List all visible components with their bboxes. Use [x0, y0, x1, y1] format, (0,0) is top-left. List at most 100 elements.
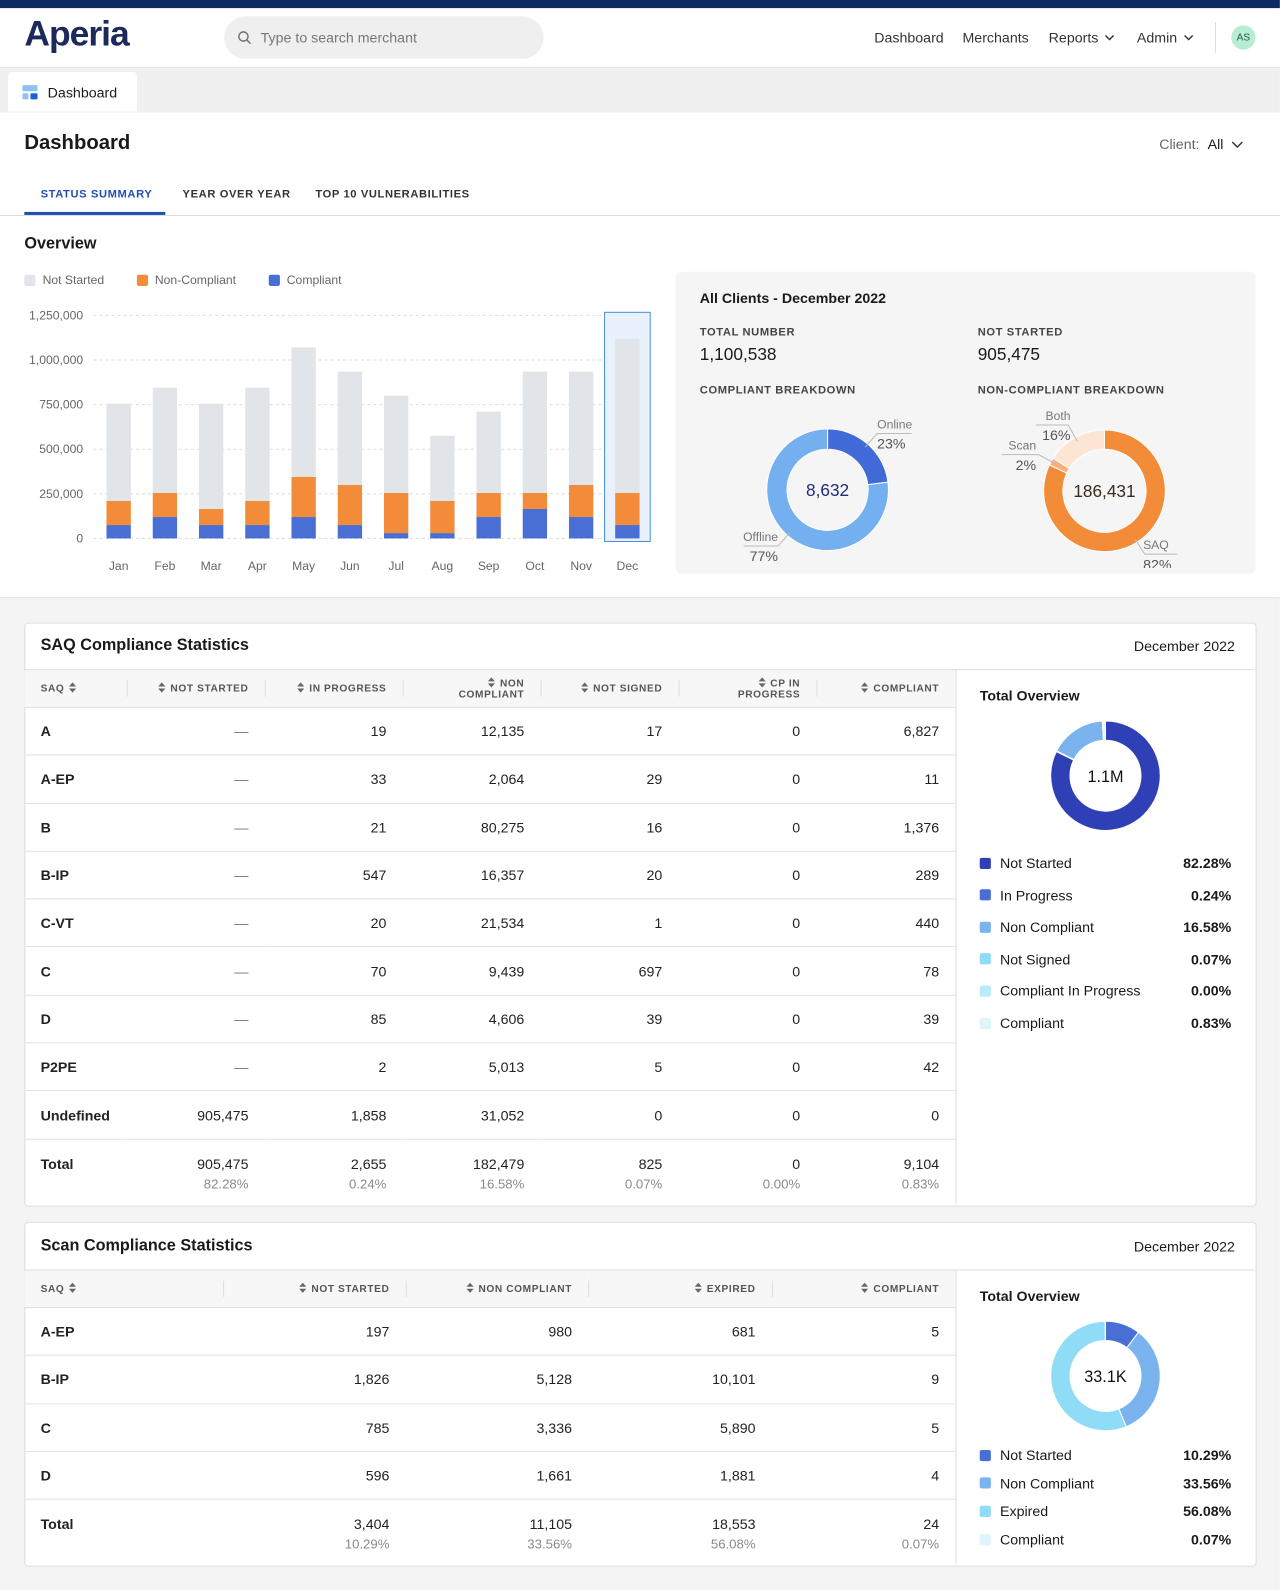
- sort-icon: [856, 682, 873, 694]
- page-tab[interactable]: TOP 10 VULNERABILITIES: [315, 188, 470, 201]
- column-header[interactable]: NOT STARTED: [126, 669, 265, 708]
- panel-title: Scan Compliance Statistics: [40, 1237, 253, 1255]
- table-cell: 31,052: [402, 1090, 541, 1140]
- brand-logo[interactable]: Aperia: [24, 14, 129, 54]
- table-cell: —: [126, 947, 265, 996]
- bar-segment: [337, 371, 363, 485]
- x-tick-label: May: [292, 559, 316, 573]
- slice-label: Both: [1046, 409, 1071, 423]
- table-cell: 596: [223, 1451, 406, 1500]
- table-row: C 785 3,336 5,890 5: [24, 1403, 956, 1452]
- column-header[interactable]: SAQ: [24, 669, 127, 708]
- page-tab[interactable]: YEAR OVER YEAR: [182, 188, 291, 201]
- table-cell: 697: [540, 947, 679, 996]
- column-header[interactable]: NON COMPLIANT: [405, 1269, 589, 1309]
- table-cell: —: [126, 1042, 265, 1092]
- legend-value: 0.83%: [1190, 1015, 1232, 1032]
- column-header[interactable]: NOT SIGNED: [540, 669, 679, 708]
- header-label: SAQ: [40, 683, 65, 695]
- y-tick-label: 1,000,000: [29, 353, 83, 367]
- page-tab[interactable]: STATUS SUMMARY: [40, 188, 153, 201]
- table-cell: 0: [816, 1090, 956, 1140]
- legend: Not Started Non-Compliant Compliant: [24, 272, 342, 287]
- legend-swatch: [979, 921, 991, 933]
- divider: [0, 214, 1280, 216]
- table-cell: 4: [771, 1451, 956, 1500]
- total-percent: 0.24%: [349, 1175, 387, 1192]
- donut-chart: Online 23% Offline 77% 8,632: [743, 417, 912, 565]
- bar-segment: [476, 411, 501, 493]
- donut-center: 1.1M: [1087, 768, 1123, 786]
- total-cell: 3,404 10.29%: [223, 1498, 406, 1567]
- legend-swatch: [979, 889, 991, 901]
- page-title: Dashboard: [24, 131, 131, 155]
- client-filter[interactable]: Client: All: [1159, 136, 1244, 152]
- legend-label: Compliant: [286, 272, 342, 287]
- legend-value: 0.24%: [1190, 886, 1232, 904]
- total-cell: 825 0.07%: [540, 1138, 679, 1206]
- donut-center: 8,632: [806, 480, 849, 500]
- total-cell: 905,475 82.28%: [126, 1138, 265, 1206]
- table-cell: 440: [816, 899, 956, 948]
- table-cell: —: [126, 995, 265, 1044]
- legend-value: 10.29%: [1183, 1446, 1232, 1464]
- column-header[interactable]: SAQ: [24, 1269, 224, 1309]
- table-head: SAQ NOT STARTED IN PROGRESS NON COMPLIANT NO…: [24, 669, 956, 708]
- slice-label: Offline: [743, 530, 778, 544]
- total-cell: 182,479 16.58%: [402, 1138, 541, 1206]
- column-header[interactable]: EXPIRED: [588, 1269, 772, 1309]
- donut-center: 186,431: [1073, 481, 1135, 501]
- leader-line: [1067, 424, 1078, 442]
- donut-chart: 33.1K: [1050, 1320, 1161, 1432]
- legend-row: Not Started 82.28%: [979, 855, 1231, 871]
- chart-title: NON-COMPLIANT BREAKDOWN: [977, 384, 1165, 397]
- data-table: SAQ NOT STARTED NON COMPLIANT EXPIRED COMPLI…: [24, 1269, 956, 1567]
- top-strip: [0, 0, 1280, 9]
- column-header[interactable]: NOT STARTED: [223, 1269, 406, 1309]
- nav-dropdown[interactable]: Admin: [1137, 29, 1193, 46]
- bar-segment: [106, 525, 131, 539]
- summary-card: [675, 271, 1256, 574]
- total-percent: 0.07%: [624, 1175, 663, 1192]
- header-label: NOT SIGNED: [593, 683, 663, 695]
- bar-segment: [568, 484, 594, 518]
- table-row: B —21 80,275 16 0 1,376: [24, 803, 956, 852]
- table-cell: A-EP: [24, 1307, 224, 1357]
- table-cell: 21,534: [402, 899, 541, 948]
- legend-row: Non Compliant 16.58%: [979, 919, 1231, 935]
- table-row: A-EP 197 980 681 5: [24, 1307, 956, 1357]
- header-label: CP IN PROGRESS: [737, 677, 801, 701]
- column-header[interactable]: IN PROGRESS: [264, 669, 403, 708]
- bar-segment: [106, 403, 131, 501]
- data-table: SAQ NOT STARTED IN PROGRESS NON COMPLIANT NO…: [24, 669, 956, 1206]
- total-cell: 0 0.00%: [678, 1138, 817, 1206]
- search-box[interactable]: Type to search merchant: [224, 16, 544, 59]
- column-header[interactable]: COMPLIANT: [816, 669, 956, 708]
- legend-value: 56.08%: [1183, 1503, 1232, 1520]
- table-cell: 20: [264, 899, 403, 948]
- table-cell: D: [24, 1451, 224, 1500]
- y-tick-label: 500,000: [39, 442, 83, 456]
- divider: [1215, 22, 1217, 53]
- table-row: Undefined 905,475 1,858 31,052 0 0 0: [24, 1090, 956, 1140]
- nav-dropdown[interactable]: Reports: [1049, 29, 1115, 46]
- column-header[interactable]: NON COMPLIANT: [402, 669, 541, 708]
- avatar[interactable]: AS: [1231, 25, 1256, 50]
- table-cell: 21: [264, 803, 403, 852]
- legend-row: Non Compliant 33.56%: [979, 1475, 1231, 1491]
- column-header[interactable]: CP IN PROGRESS: [678, 669, 817, 708]
- nav-link[interactable]: Dashboard: [874, 29, 943, 45]
- nav-link[interactable]: Merchants: [962, 29, 1028, 45]
- sort-icon: [856, 1282, 873, 1295]
- table-cell: A: [24, 707, 127, 756]
- table-row: B-IP 1,826 5,128 10,101 9: [24, 1355, 956, 1404]
- y-tick-label: 1,250,000: [29, 308, 83, 322]
- panel-title: SAQ Compliance Statistics: [40, 636, 249, 655]
- column-header[interactable]: COMPLIANT: [771, 1269, 956, 1309]
- legend-swatch: [136, 274, 148, 286]
- open-tab[interactable]: Dashboard: [8, 71, 137, 112]
- table-row: A-EP —33 2,064 29 0 11: [24, 755, 956, 804]
- slice-label: SAQ: [1143, 538, 1169, 552]
- table-cell: —: [126, 803, 265, 852]
- search-placeholder: Type to search merchant: [260, 29, 417, 46]
